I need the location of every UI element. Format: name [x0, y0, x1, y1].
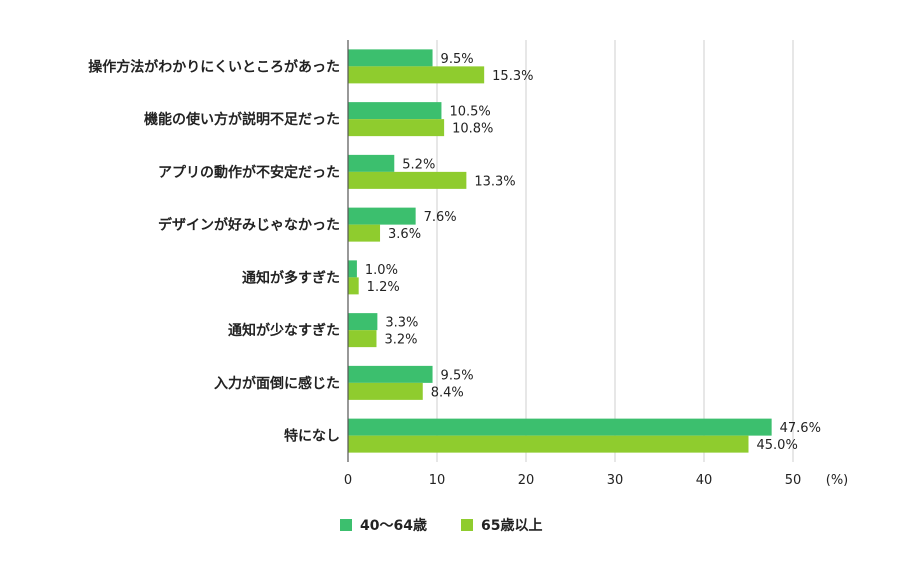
category-label: 特になし: [284, 428, 340, 445]
data-label: 3.2%: [384, 333, 417, 348]
data-label: 10.5%: [449, 105, 490, 120]
bar: [348, 313, 378, 331]
legend: 40〜64歳 65歳以上: [340, 515, 542, 535]
category-label: デザインが好みじゃなかった: [158, 217, 340, 234]
category-label: 操作方法がわかりにくいところがあった: [88, 58, 340, 75]
data-label: 13.3%: [474, 174, 515, 189]
bar: [348, 66, 485, 84]
bar: [348, 102, 442, 120]
x-tick-label: 0: [344, 473, 352, 488]
x-tick-label: 40: [696, 473, 713, 488]
category-label: 機能の使い方が説明不足だった: [144, 111, 340, 128]
legend-item-series-1: 40〜64歳: [340, 515, 427, 535]
category-label: 入力が面倒に感じた: [214, 375, 340, 392]
x-axis-unit: (%): [826, 473, 849, 488]
data-label: 8.4%: [431, 385, 464, 400]
legend-label-series-2: 65歳以上: [480, 518, 543, 534]
x-tick-label: 10: [429, 473, 446, 488]
data-label: 3.6%: [388, 227, 421, 242]
x-tick-label: 20: [518, 473, 535, 488]
category-label: アプリの動作が不安定だった: [158, 164, 340, 181]
data-label: 7.6%: [424, 210, 457, 225]
category-label: 通知が多すぎた: [242, 269, 340, 286]
bar: [348, 224, 381, 242]
x-tick-label: 30: [607, 473, 624, 488]
x-tick-label: 50: [785, 473, 802, 488]
bar: [348, 260, 357, 278]
bar: [348, 119, 445, 137]
data-label: 15.3%: [492, 69, 533, 84]
category-label: 通知が少なすぎた: [228, 322, 340, 339]
data-label: 9.5%: [441, 52, 474, 67]
bar: [348, 418, 772, 436]
bar: [348, 277, 359, 295]
data-label: 1.2%: [367, 280, 400, 295]
legend-item-series-2: 65歳以上: [460, 515, 543, 535]
bar: [348, 171, 467, 189]
bar: [348, 154, 395, 172]
data-label: 3.3%: [385, 316, 418, 331]
bar: [348, 435, 749, 453]
data-label: 10.8%: [452, 122, 493, 137]
legend-swatch-series-1: [340, 519, 352, 531]
bar: [348, 207, 416, 225]
legend-swatch-series-2: [460, 519, 473, 531]
data-label: 1.0%: [365, 263, 398, 278]
bar: [348, 382, 423, 400]
bar: [348, 365, 433, 383]
legend-label-series-1: 40〜64歳: [360, 518, 427, 534]
bar: [348, 49, 433, 67]
data-label: 5.2%: [402, 157, 435, 172]
data-label: 47.6%: [780, 421, 821, 436]
data-label: 45.0%: [757, 438, 798, 453]
bar: [348, 330, 377, 348]
data-label: 9.5%: [441, 368, 474, 383]
